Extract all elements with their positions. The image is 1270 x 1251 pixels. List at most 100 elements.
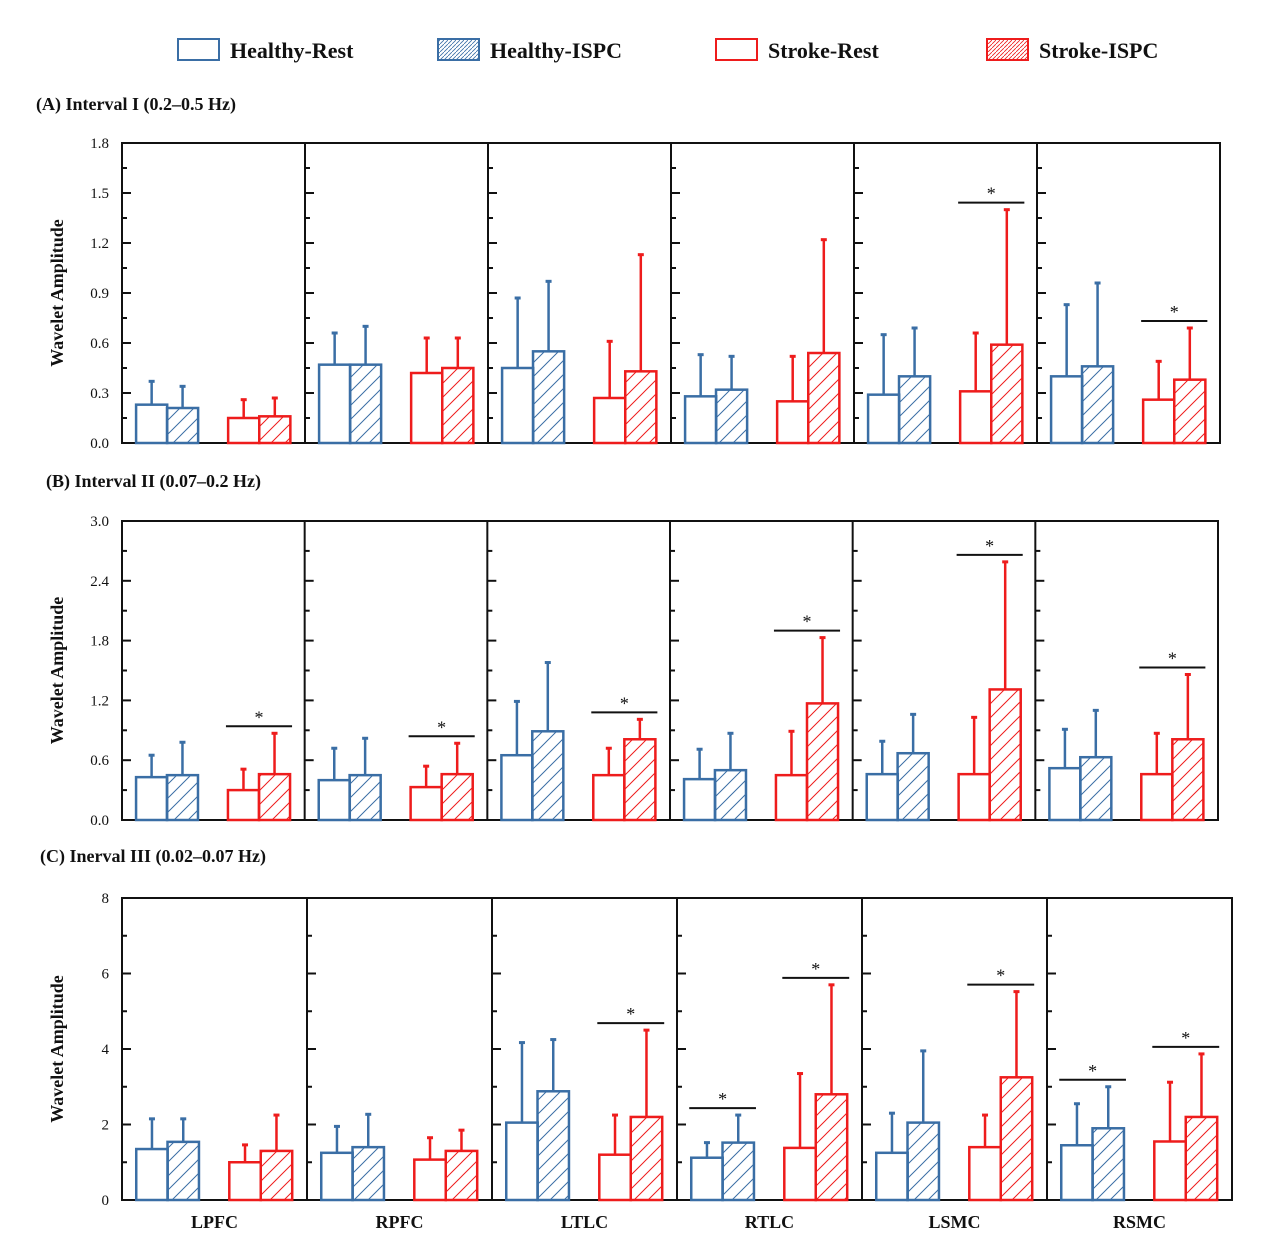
category-ltlc xyxy=(500,253,658,445)
bar-stroke-ispc xyxy=(444,1149,479,1202)
significance-star: * xyxy=(1170,302,1179,322)
bar-stroke-rest xyxy=(775,400,810,445)
bar-stroke-ispc xyxy=(805,702,840,822)
legend-item: Healthy-Rest xyxy=(177,38,354,63)
x-tick-label: LSMC xyxy=(928,1212,980,1232)
bar-stroke-rest xyxy=(774,773,809,822)
legend-swatch xyxy=(437,38,480,61)
legend-label: Healthy-Rest xyxy=(230,38,354,63)
bar-stroke-ispc xyxy=(623,738,657,822)
bar-stroke-rest xyxy=(409,785,443,822)
bar-stroke-ispc xyxy=(999,1076,1034,1202)
bar-healthy-ispc xyxy=(1091,1127,1126,1202)
bar-stroke-ispc xyxy=(807,351,841,445)
bar-healthy-ispc xyxy=(721,1141,756,1202)
bar-healthy-ispc xyxy=(897,375,932,445)
bar-stroke-ispc xyxy=(990,343,1024,445)
panel-title: (A) Interval I (0.2–0.5 Hz) xyxy=(36,94,236,115)
bar-stroke-rest xyxy=(958,390,993,445)
bar-healthy-rest xyxy=(1059,1144,1094,1202)
category-rtlc: ** xyxy=(689,959,850,1202)
panel-a: (A) Interval I (0.2–0.5 Hz) Wavelet Ampli… xyxy=(36,94,1221,452)
bar-stroke-rest xyxy=(409,371,444,445)
bar-stroke-rest xyxy=(783,1146,817,1202)
y-tick-label: 0.9 xyxy=(90,286,109,302)
bar-healthy-ispc xyxy=(531,350,566,445)
bar-healthy-ispc xyxy=(165,773,200,822)
legend-swatch xyxy=(986,38,1029,61)
bar-healthy-ispc xyxy=(1080,365,1115,445)
bar-healthy-ispc xyxy=(351,1145,386,1202)
significance-star: * xyxy=(985,536,994,556)
bar-healthy-rest xyxy=(1049,375,1084,445)
y-axis-label: Wavelet Amplitude xyxy=(47,219,67,367)
significance-star: * xyxy=(1168,648,1177,668)
y-tick-label: 8 xyxy=(102,891,110,907)
legend-swatch xyxy=(715,38,758,61)
significance-star: * xyxy=(987,184,996,204)
bar-stroke-ispc xyxy=(629,1115,664,1202)
x-tick-label: LTLC xyxy=(561,1212,608,1232)
y-tick-label: 6 xyxy=(102,967,110,983)
bar-stroke-ispc xyxy=(259,1149,294,1202)
y-tick-label: 0.6 xyxy=(90,336,109,352)
bar-healthy-rest xyxy=(317,363,352,445)
bar-healthy-ispc xyxy=(713,768,748,822)
bar-healthy-rest xyxy=(1048,766,1082,822)
panel-title: (C) Inerval III (0.02–0.07 Hz) xyxy=(40,846,266,867)
bar-healthy-ispc xyxy=(166,1140,201,1202)
y-tick-label: 3.0 xyxy=(90,514,109,530)
y-tick-label: 1.5 xyxy=(90,186,109,202)
bar-stroke-ispc xyxy=(258,415,292,445)
y-axis-label: Wavelet Amplitude xyxy=(47,597,67,745)
category-lpfc xyxy=(134,379,292,445)
category-lsmc: * xyxy=(874,966,1035,1202)
legend-item: Stroke-Rest xyxy=(715,38,879,63)
bar-healthy-rest xyxy=(504,1121,539,1202)
bar-stroke-ispc xyxy=(440,772,474,822)
bar-healthy-rest xyxy=(319,1151,354,1202)
significance-star: * xyxy=(255,707,264,727)
bar-healthy-rest xyxy=(682,777,717,822)
category-rsmc: ** xyxy=(1059,1028,1220,1202)
y-tick-label: 0 xyxy=(102,1193,110,1209)
bar-healthy-ispc xyxy=(1079,755,1113,822)
category-rtlc: * xyxy=(682,612,841,822)
y-tick-label: 0.0 xyxy=(90,436,109,452)
bar-stroke-ispc xyxy=(988,688,1022,822)
x-tick-label: RPFC xyxy=(376,1212,424,1232)
bar-healthy-rest xyxy=(134,775,169,822)
x-tick-label: RSMC xyxy=(1113,1212,1166,1232)
bar-stroke-rest xyxy=(226,788,261,822)
category-lsmc: * xyxy=(865,536,1023,822)
bar-healthy-ispc xyxy=(896,751,930,822)
bar-healthy-rest xyxy=(865,772,900,822)
category-rpfc: * xyxy=(317,717,475,822)
bar-stroke-rest xyxy=(592,396,627,445)
y-tick-label: 1.2 xyxy=(90,693,109,709)
bar-healthy-rest xyxy=(689,1156,724,1202)
bar-stroke-rest xyxy=(957,772,991,822)
category-rpfc xyxy=(317,324,475,445)
legend: Healthy-Rest Healthy-ISPC Stroke-Rest Strok… xyxy=(177,38,1158,63)
significance-star: * xyxy=(437,717,446,737)
panel-title: (B) Interval II (0.07–0.2 Hz) xyxy=(46,471,261,492)
bar-stroke-rest xyxy=(1140,772,1174,822)
bar-healthy-rest xyxy=(683,395,718,445)
bar-stroke-ispc xyxy=(441,366,475,445)
x-tick-label: RTLC xyxy=(745,1212,794,1232)
significance-star: * xyxy=(1181,1028,1190,1048)
bar-stroke-rest xyxy=(592,773,626,822)
bar-healthy-rest xyxy=(134,1147,169,1202)
category-rsmc: * xyxy=(1048,648,1206,822)
x-tick-label: LPFC xyxy=(191,1212,238,1232)
significance-star: * xyxy=(620,693,629,713)
significance-star: * xyxy=(811,959,820,979)
bar-healthy-rest xyxy=(500,753,534,822)
bar-healthy-ispc xyxy=(348,773,382,822)
legend-label: Stroke-ISPC xyxy=(1039,38,1158,63)
legend-label: Stroke-Rest xyxy=(768,38,879,63)
category-lsmc: * xyxy=(866,184,1025,445)
bar-healthy-ispc xyxy=(165,406,200,445)
